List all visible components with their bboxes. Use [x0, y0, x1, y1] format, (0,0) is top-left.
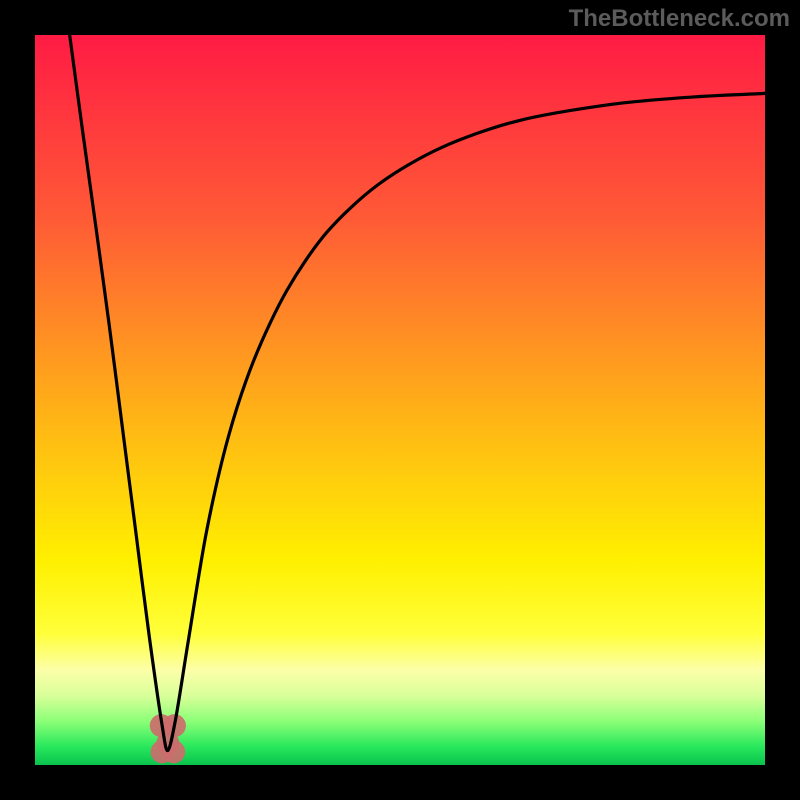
- chart-svg: TheBottleneck.com: [0, 0, 800, 800]
- chart-root: TheBottleneck.com: [0, 0, 800, 800]
- watermark-text: TheBottleneck.com: [569, 5, 790, 32]
- plot-area: [35, 35, 765, 765]
